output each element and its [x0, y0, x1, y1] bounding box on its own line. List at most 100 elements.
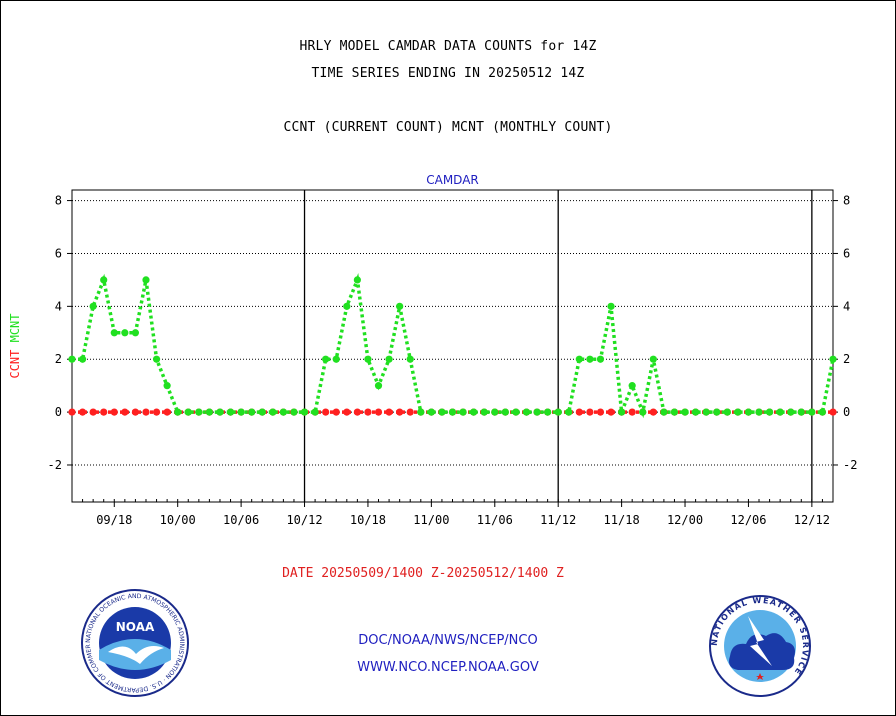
data-point-mcnt: [765, 408, 774, 416]
data-point-mcnt: [89, 302, 97, 310]
data-point-mcnt: [470, 408, 478, 416]
x-tick-label: 10/18: [350, 513, 386, 527]
data-point-ccnt: [142, 408, 150, 416]
data-point-mcnt: [100, 276, 108, 284]
data-point-ccnt: [110, 408, 118, 416]
x-tick-label: 11/00: [413, 513, 449, 527]
data-point-mcnt: [311, 408, 319, 416]
data-point-mcnt: [670, 408, 679, 416]
y-tick-label-left: -2: [48, 458, 62, 472]
chart-title-line2: TIME SERIES ENDING IN 20250512 14Z: [311, 66, 585, 81]
data-point-ccnt: [353, 408, 361, 416]
data-point-mcnt: [279, 408, 287, 416]
data-point-ccnt: [607, 408, 615, 416]
data-point-mcnt: [131, 329, 140, 337]
data-point-ccnt: [121, 408, 129, 416]
date-range-label: DATE 20250509/1400 Z-20250512/1400 Z: [282, 566, 564, 581]
data-point-mcnt: [818, 408, 827, 416]
data-point-ccnt: [332, 408, 340, 416]
data-point-ccnt: [628, 408, 636, 416]
y-axis-label: CCNT MCNT: [8, 313, 22, 378]
data-point-ccnt: [586, 408, 594, 416]
data-point-mcnt: [438, 408, 446, 416]
x-tick-label: 10/00: [160, 513, 196, 527]
data-point-ccnt: [364, 408, 372, 416]
data-point-mcnt: [396, 302, 404, 310]
data-point-mcnt: [544, 408, 552, 416]
y-label-ccnt: CCNT: [8, 342, 22, 378]
data-point-mcnt: [332, 355, 340, 363]
data-point-mcnt: [290, 408, 298, 416]
x-tick-label: 11/18: [604, 513, 640, 527]
data-point-mcnt: [110, 329, 118, 337]
y-tick-label-left: 2: [55, 352, 62, 366]
nco-website-link[interactable]: WWW.NCO.NCEP.NOAA.GOV: [357, 660, 539, 675]
y-tick-label-left: 8: [55, 194, 62, 208]
data-point-mcnt: [702, 408, 710, 416]
data-point-mcnt: [628, 382, 636, 390]
data-point-mcnt: [649, 355, 657, 363]
data-point-mcnt: [406, 355, 414, 363]
y-tick-label-left: 6: [55, 246, 62, 260]
data-point-mcnt: [195, 408, 203, 416]
data-point-ccnt: [152, 408, 161, 416]
data-point-mcnt: [734, 408, 742, 416]
data-point-mcnt: [723, 408, 731, 416]
data-point-mcnt: [258, 408, 266, 416]
data-point-ccnt: [68, 408, 76, 416]
x-tick-label: 12/00: [667, 513, 703, 527]
data-point-ccnt: [396, 408, 404, 416]
data-point-mcnt: [226, 408, 235, 416]
x-tick-label: 12/06: [730, 513, 766, 527]
data-point-ccnt: [131, 408, 140, 416]
data-point-mcnt: [237, 408, 245, 416]
data-point-ccnt: [406, 408, 414, 416]
x-tick-label: 11/12: [540, 513, 576, 527]
noaa-logo-text: NOAA: [116, 620, 155, 634]
series-layer: [68, 273, 837, 419]
data-point-mcnt: [417, 408, 425, 416]
y-tick-label-right: 4: [843, 299, 850, 313]
y-label-mcnt: MCNT: [8, 313, 22, 342]
y-tick-label-left: 4: [55, 299, 62, 313]
data-point-mcnt: [385, 355, 393, 363]
data-point-mcnt: [512, 408, 520, 416]
data-point-mcnt: [575, 355, 583, 363]
x-tick-label: 10/12: [286, 513, 322, 527]
data-point-mcnt: [163, 382, 171, 390]
data-point-mcnt: [501, 408, 509, 416]
data-point-mcnt: [216, 408, 224, 416]
data-point-ccnt: [343, 408, 351, 416]
data-point-mcnt: [269, 408, 277, 416]
data-point-mcnt: [660, 408, 668, 416]
data-point-mcnt: [691, 408, 700, 416]
data-point-mcnt: [618, 408, 626, 416]
data-point-mcnt: [776, 408, 784, 416]
data-point-mcnt: [322, 355, 330, 363]
x-tick-label: 10/06: [223, 513, 259, 527]
data-point-mcnt: [248, 408, 256, 416]
data-point-mcnt: [174, 408, 182, 416]
data-point-mcnt: [205, 408, 214, 416]
data-point-mcnt: [565, 408, 573, 416]
data-point-mcnt: [522, 408, 531, 416]
data-point-ccnt: [829, 408, 837, 416]
x-tick-label: 11/06: [477, 513, 513, 527]
doc-noaa-link[interactable]: DOC/NOAA/NWS/NCEP/NCO: [358, 633, 538, 648]
data-point-mcnt: [480, 408, 488, 416]
data-point-mcnt: [639, 408, 647, 416]
data-point-mcnt: [448, 408, 457, 416]
data-point-mcnt: [744, 408, 753, 416]
data-point-mcnt: [364, 355, 372, 363]
x-tick-label: 09/18: [96, 513, 132, 527]
data-point-mcnt: [681, 408, 689, 416]
data-point-mcnt: [427, 408, 435, 416]
data-point-mcnt: [353, 276, 361, 284]
data-point-mcnt: [491, 408, 499, 416]
data-point-mcnt: [68, 355, 76, 363]
y-tick-label-left: 0: [55, 405, 62, 419]
data-point-ccnt: [78, 408, 87, 416]
x-tick-label: 12/12: [794, 513, 830, 527]
data-point-mcnt: [554, 408, 562, 416]
data-point-mcnt: [343, 302, 351, 310]
